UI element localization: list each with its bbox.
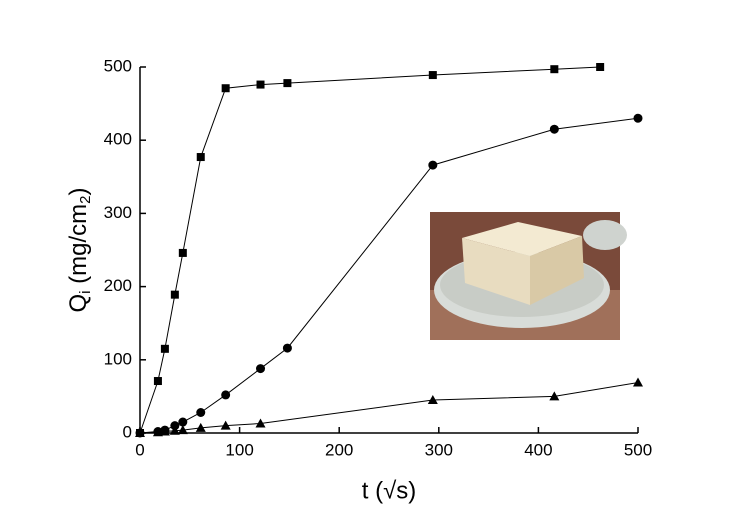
marker	[256, 364, 266, 374]
marker	[178, 417, 188, 427]
x-tick-label: 500	[624, 440, 652, 459]
marker	[549, 124, 559, 134]
marker	[550, 65, 559, 74]
x-tick-label: 100	[225, 440, 253, 459]
y-label-sub: i	[77, 291, 94, 294]
y-label-part: (mg/cm	[65, 204, 92, 291]
y-label-part: Q	[65, 294, 92, 313]
y-axis-label: Qi (mg/cm2)	[65, 187, 94, 312]
marker	[282, 343, 292, 353]
series-line	[139, 66, 601, 434]
marker	[427, 395, 438, 405]
y-tick-label: 500	[104, 56, 132, 75]
marker	[196, 408, 206, 418]
series-line	[139, 381, 639, 434]
marker	[255, 418, 266, 428]
marker	[152, 427, 163, 437]
marker	[220, 420, 231, 430]
x-tick-label: 200	[325, 440, 353, 459]
marker	[221, 390, 231, 400]
x-tick-label: 400	[524, 440, 552, 459]
marker	[177, 425, 188, 435]
marker	[170, 290, 179, 299]
marker	[633, 377, 643, 387]
y-tick-label: 100	[104, 349, 132, 368]
y-label-part: )	[65, 187, 92, 195]
y-tick-label: 400	[104, 130, 132, 149]
x-tick-label: 300	[425, 440, 453, 459]
x-tick-label: 0	[135, 440, 144, 459]
marker	[596, 63, 605, 71]
marker	[256, 80, 265, 89]
y-tick-label: 0	[123, 422, 132, 441]
marker	[283, 79, 292, 88]
inset-photo	[430, 212, 627, 340]
marker	[135, 428, 145, 437]
marker	[196, 153, 205, 162]
marker	[160, 344, 169, 353]
marker	[428, 71, 437, 80]
marker	[153, 377, 162, 386]
marker	[549, 391, 560, 401]
marker	[159, 426, 170, 436]
marker	[169, 425, 180, 435]
x-axis-label: t (√s)	[362, 477, 417, 504]
marker	[170, 421, 180, 431]
marker	[178, 248, 187, 257]
y-tick-label: 200	[104, 276, 132, 295]
marker	[428, 160, 438, 170]
marker	[195, 422, 206, 432]
marker	[221, 84, 230, 93]
y-tick-label: 300	[104, 203, 132, 222]
marker	[633, 113, 643, 123]
y-label-sub: 2	[77, 195, 94, 203]
